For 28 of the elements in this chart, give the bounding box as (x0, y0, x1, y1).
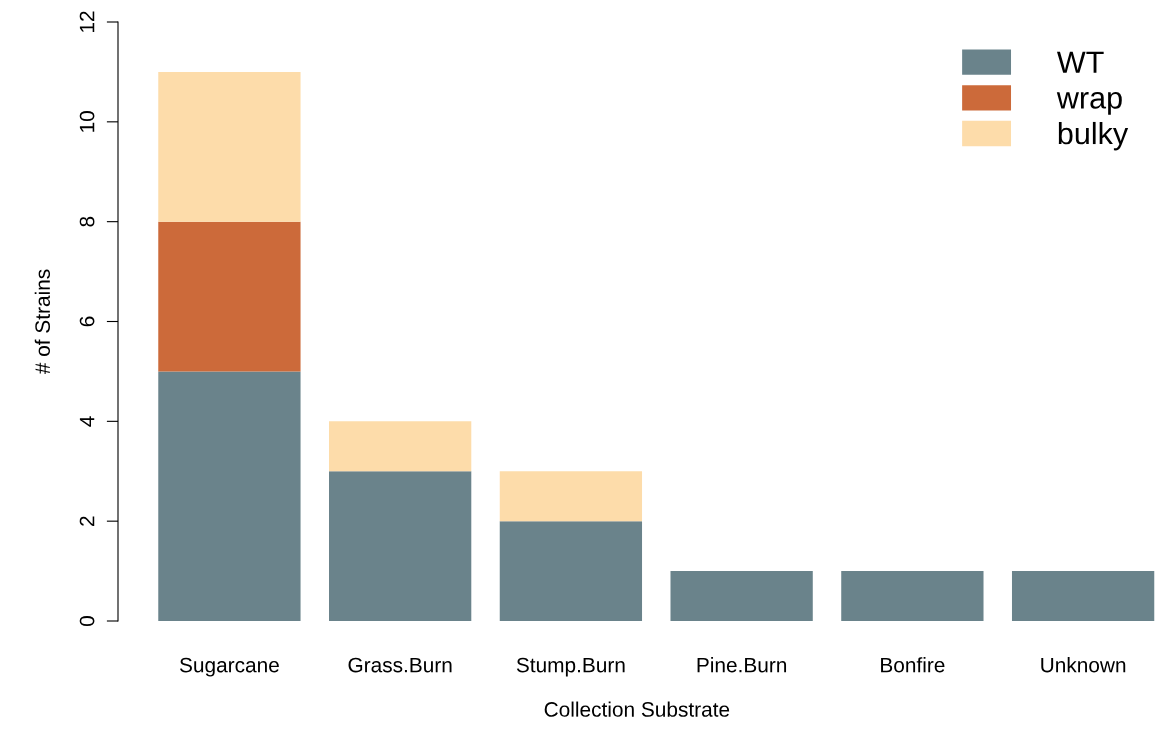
bar (499, 471, 643, 522)
x-tick-label: Pine.Burn (697, 657, 787, 673)
y-tick-label: 6 (79, 316, 95, 327)
bar (1011, 571, 1155, 621)
x-tick-label: Grass.Burn (348, 657, 452, 673)
x-tick-label: Sugarcane (179, 657, 279, 677)
x-tick-label: Unknown (1041, 657, 1126, 673)
y-tick-label: 12 (79, 11, 95, 32)
y-tick-label: 2 (79, 516, 95, 526)
bar (670, 571, 813, 621)
y-tick-label: 0 (79, 616, 95, 626)
y-axis-title: # of Strains (34, 269, 51, 375)
legend-label: bulky (1058, 121, 1129, 151)
x-tick-label: Bonfire (881, 657, 945, 673)
legend-label: WT (1056, 51, 1104, 73)
x-tick-label: Stump.Burn (516, 657, 625, 677)
bar (499, 521, 643, 621)
y-tick-label: 8 (79, 216, 95, 227)
bar (329, 471, 472, 621)
bar (158, 221, 301, 372)
y-tick-label: 10 (79, 111, 95, 132)
y-tick-label: 4 (79, 416, 95, 427)
legend-label: wrap (1056, 91, 1122, 115)
bar (158, 71, 301, 222)
bar (329, 421, 472, 472)
bar (841, 571, 984, 621)
x-axis-title: Collection Substrate (544, 701, 730, 717)
bar (158, 371, 301, 621)
